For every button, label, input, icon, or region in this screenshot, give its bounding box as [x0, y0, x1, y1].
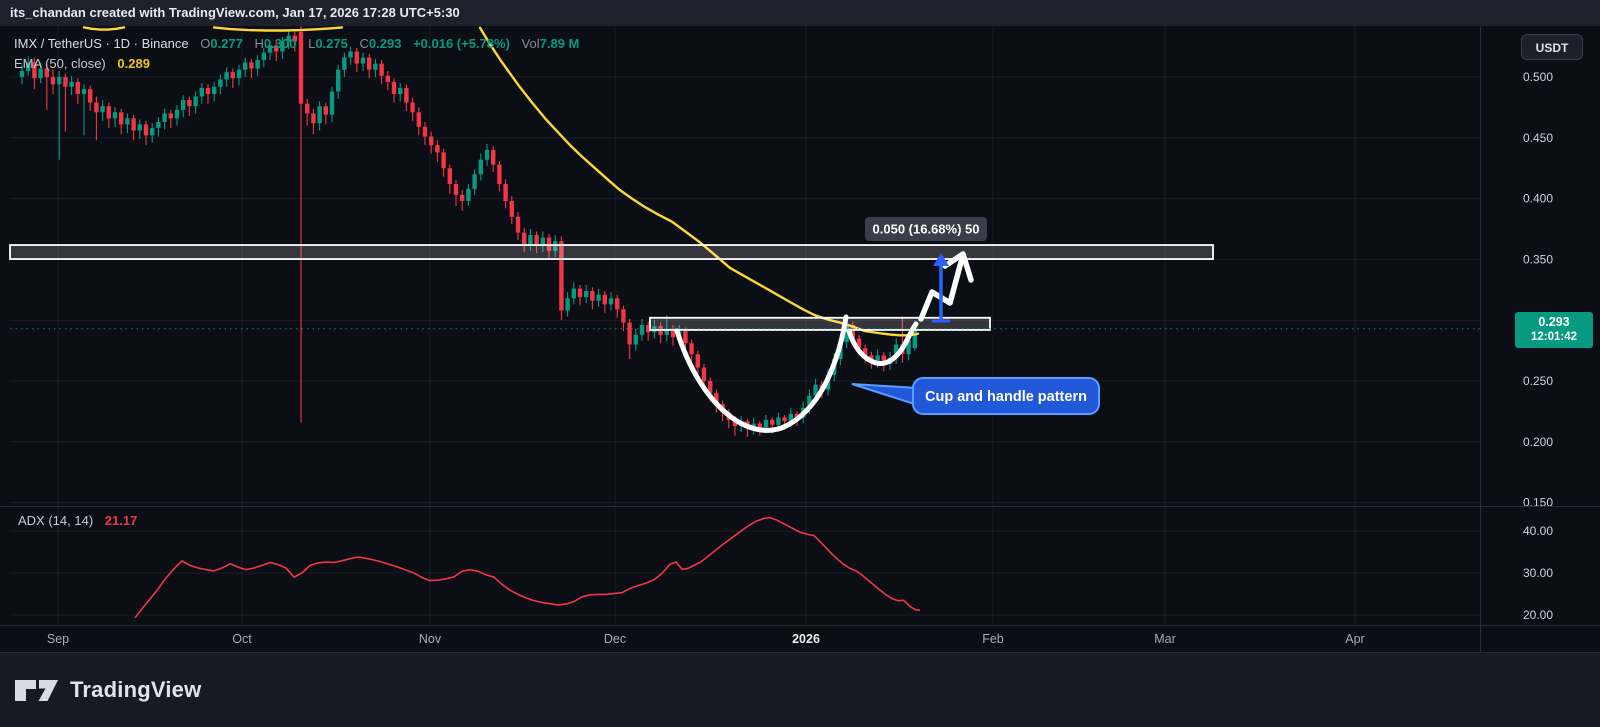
adx-value: 21.17 [104, 513, 138, 528]
cup-and-handle-drawing[interactable] [674, 314, 919, 433]
neckline-resistance-zone [649, 316, 991, 331]
svg-text:Apr: Apr [1345, 632, 1364, 646]
candlestick-series [19, 25, 917, 437]
high-label: H [254, 36, 264, 51]
svg-text:Mar: Mar [1154, 632, 1176, 646]
callout-box [912, 377, 1100, 415]
adx-label[interactable]: ADX (14, 14) [18, 513, 94, 528]
svg-text:0.450: 0.450 [1523, 131, 1553, 145]
open-value: 0.277 [210, 36, 243, 51]
change-value: +0.016 (+5.78%) [413, 36, 510, 51]
zigzag-arrow-head [942, 251, 974, 283]
svg-text:Feb: Feb [982, 632, 1004, 646]
volume-label: Vol [521, 36, 540, 51]
svg-text:0.250: 0.250 [1523, 374, 1553, 388]
open-label: O [200, 36, 211, 51]
watermark-bar: its_chandan created with TradingView.com… [0, 0, 1600, 26]
low-label: L [308, 36, 316, 51]
svg-text:30.00: 30.00 [1523, 566, 1553, 580]
footer-bar: TradingView [0, 652, 1600, 727]
measure-tooltip: 0.050 (16.68%) 50 [865, 217, 987, 241]
cup-curve[interactable] [674, 314, 849, 433]
resistance-zones[interactable] [9, 244, 1214, 331]
chart-canvas[interactable]: 0.500 0.450 0.400 0.350 0.300 0.250 0.200 0.150… [0, 0, 1600, 652]
last-price-value: 0.293 [1538, 315, 1570, 329]
high-value: 0.300 [263, 36, 297, 51]
ema-label[interactable]: EMA (50, close) [14, 56, 106, 71]
svg-text:0.200: 0.200 [1523, 435, 1553, 449]
ema-legend-row[interactable]: EMA (50, close) 0.289 [14, 56, 150, 71]
measure-arrow-head [933, 253, 949, 266]
svg-text:40.00: 40.00 [1523, 524, 1553, 538]
svg-text:0.350: 0.350 [1523, 252, 1553, 266]
close-label: C [359, 36, 369, 51]
symbol-title[interactable]: IMX / TetherUS · 1D · Binance [14, 36, 189, 51]
callout-text: Cup and handle pattern [925, 389, 1087, 405]
measure-tooltip-box [865, 217, 987, 241]
low-value: 0.275 [315, 36, 348, 51]
adx-legend-row[interactable]: ADX (14, 14) 21.17 [18, 513, 137, 528]
svg-text:0.400: 0.400 [1523, 192, 1553, 206]
measure-tooltip-text: 0.050 (16.68%) 50 [873, 222, 980, 237]
symbol-legend-row[interactable]: IMX / TetherUS · 1D · Binance O0.277 H0.… [14, 36, 579, 51]
svg-text:20.00: 20.00 [1523, 608, 1553, 622]
handle-curve[interactable] [846, 321, 919, 367]
ema-line [82, 26, 920, 337]
last-price-badge: 0.293 12:01:42 [1515, 312, 1593, 348]
watermark-text: its_chandan created with TradingView.com… [10, 5, 460, 20]
svg-text:Oct: Oct [232, 632, 252, 646]
adx-line [134, 516, 921, 619]
svg-text:0.500: 0.500 [1523, 70, 1553, 84]
svg-text:Dec: Dec [604, 632, 626, 646]
close-value: 0.293 [368, 36, 402, 51]
volume-value: 7.89 M [539, 36, 580, 51]
currency-toggle-button[interactable]: USDT [1521, 34, 1583, 60]
target-resistance-zone [9, 244, 1214, 260]
bar-countdown: 12:01:42 [1530, 331, 1578, 343]
tradingview-logo-icon[interactable] [14, 678, 60, 703]
tradingview-wordmark[interactable]: TradingView [70, 677, 202, 702]
svg-text:Nov: Nov [419, 632, 442, 646]
ema-value: 0.289 [117, 56, 150, 71]
pattern-callout[interactable]: Cup and handle pattern [851, 377, 1100, 415]
svg-text:0.150: 0.150 [1523, 496, 1553, 510]
svg-text:2026: 2026 [792, 632, 820, 646]
axis-labels: 0.5000.4500.4000.3500.3000.2500.2000.150… [47, 70, 1553, 646]
measure-arrow[interactable] [932, 253, 950, 323]
svg-text:Sep: Sep [47, 632, 69, 646]
